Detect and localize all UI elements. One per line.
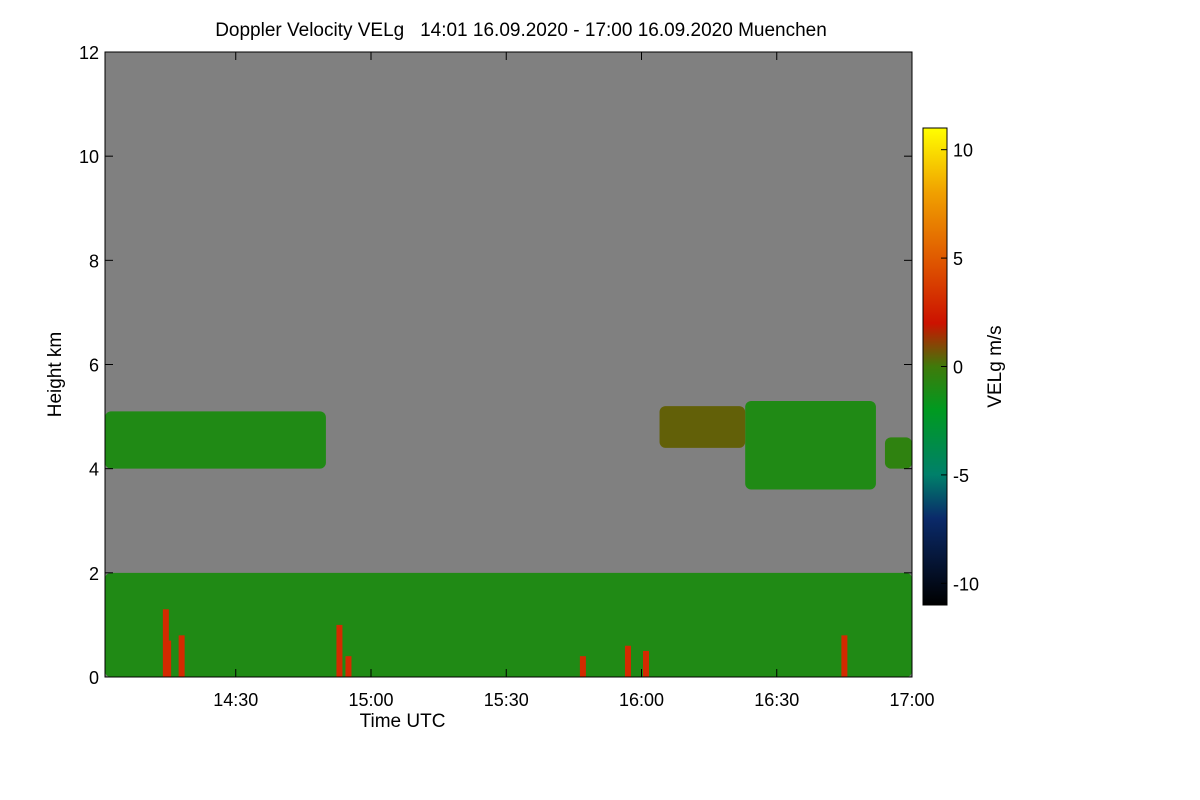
velocity-regions xyxy=(105,400,912,677)
y-tick-label: 2 xyxy=(89,564,99,584)
y-tick-label: 10 xyxy=(79,147,99,167)
velocity-region xyxy=(105,411,326,469)
velocity-streak xyxy=(336,624,343,677)
x-tick-label: 16:30 xyxy=(754,690,799,710)
y-tick-label: 4 xyxy=(89,460,99,480)
velocity-streak xyxy=(624,645,631,677)
velocity-streak xyxy=(345,656,352,677)
colorbar-tick-label: -5 xyxy=(953,466,969,486)
x-axis: 14:30 15:00 15:30 16:00 16:30 17:00 xyxy=(213,52,935,710)
colorbar-tick-label: 0 xyxy=(953,358,963,378)
velocity-region xyxy=(659,406,746,448)
velocity-streak xyxy=(841,635,848,677)
velocity-region xyxy=(884,437,912,469)
colorbar-ticks: 10 5 0 -5 -10 xyxy=(941,141,979,594)
x-tick-label: 15:00 xyxy=(348,690,393,710)
velocity-streak xyxy=(579,656,586,677)
y-axis-label: Height km xyxy=(45,332,66,418)
velocity-streak xyxy=(178,635,185,677)
velocity-region xyxy=(745,400,876,490)
velocity-streak xyxy=(165,640,172,677)
velocity-streak xyxy=(643,650,650,677)
colorbar-label: VELg m/s xyxy=(985,325,1006,407)
x-tick-label: 16:00 xyxy=(619,690,664,710)
x-tick-label: 15:30 xyxy=(484,690,529,710)
colorbar-tick-label: 5 xyxy=(953,249,963,269)
x-axis-label: Time UTC xyxy=(360,711,446,732)
y-tick-label: 8 xyxy=(89,251,99,271)
y-tick-label: 0 xyxy=(89,668,99,688)
y-tick-label: 12 xyxy=(79,43,99,63)
velocity-region xyxy=(105,572,912,677)
colorbar-tick-label: -10 xyxy=(953,574,979,594)
x-tick-label: 14:30 xyxy=(213,690,258,710)
chart-title: Doppler Velocity VELg 14:01 16.09.2020 -… xyxy=(215,20,827,41)
colorbar-tick-label: 10 xyxy=(953,141,973,161)
x-tick-label: 17:00 xyxy=(889,690,934,710)
y-tick-label: 6 xyxy=(89,356,99,376)
y-axis: 0 2 4 6 8 10 12 xyxy=(79,43,912,688)
velocity-streaks xyxy=(162,609,848,677)
